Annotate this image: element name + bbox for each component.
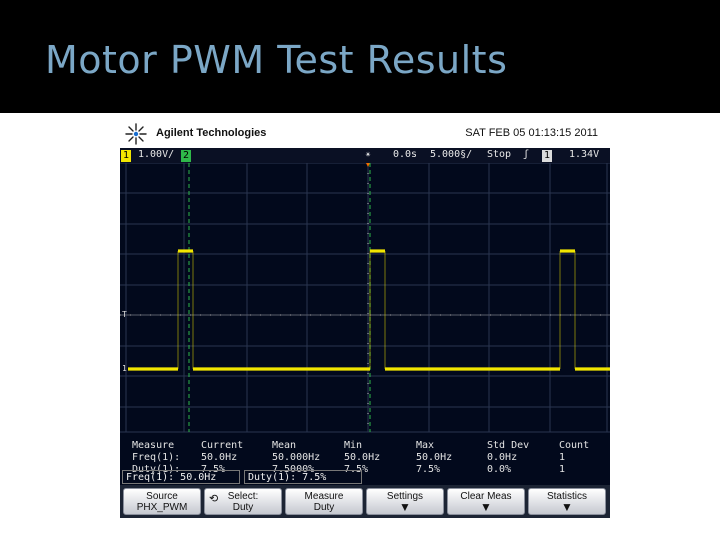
ch1-trace [128,249,610,371]
meas-duty-mean: 7.5000% [272,464,315,475]
clear-meas-softkey[interactable]: Clear Meas ▼ [447,488,525,515]
meas-duty-stddev: 0.0% [487,464,512,475]
meas-duty-max: 7.5% [416,464,441,475]
meas-freq-current: 50.0Hz [201,452,238,463]
meas-header-max: Max [416,440,435,451]
meas-duty-min: 7.5% [344,464,369,475]
ch2-ground-marker: T [122,310,127,319]
oscilloscope-screenshot: Agilent Technologies SAT FEB 05 01:13:15… [118,118,612,520]
graticule: T 1 [120,163,610,433]
meas-freq-mean: 50.000Hz [272,452,321,463]
meas-header-current: Current [201,440,244,451]
settings-softkey-label: Settings [386,491,424,502]
ch1-scale: 1.00V/ [138,149,175,160]
meas-header-mean: Mean [272,440,297,451]
submenu-arrow-icon: ▼ [399,500,411,514]
select-softkey-value: Duty [232,502,254,513]
meas-freq-stddev: 0.0Hz [487,452,518,463]
meas-header-measure: Measure [132,440,175,451]
submenu-arrow-icon: ▼ [480,500,492,514]
clear-meas-softkey-label: Clear Meas [460,491,512,502]
meas-label-duty: Duty(1): [132,464,181,475]
ch1-ground-marker: 1 [122,364,127,373]
duty-readout: Duty(1): 7.5% [244,470,362,484]
statistics-softkey-label: Statistics [546,491,587,502]
trigger-slope-icon: ʃ [523,149,530,160]
meas-header-count: Count [559,440,590,451]
measure-softkey-value: Duty [313,502,335,513]
meas-header-min: Min [344,440,363,451]
freq-readout: Freq(1): 50.0Hz [122,470,240,484]
scope-header: Agilent Technologies SAT FEB 05 01:13:15… [118,118,612,148]
trigger-delay: 0.0s [393,149,418,160]
agilent-spark-icon [125,123,147,145]
meas-header-stddev: Std Dev [487,440,530,451]
meas-duty-current: 7.5% [201,464,226,475]
measurement-table: Measure Freq(1): Duty(1): Current 50.0Hz… [120,435,610,487]
datetime: SAT FEB 05 01:13:15 2011 [465,127,598,139]
rotate-knob-icon: ⟲ [209,493,219,505]
slide-title: Motor PWM Test Results [45,38,508,82]
statistics-softkey[interactable]: Statistics ▼ [528,488,606,515]
meas-label-freq: Freq(1): [132,452,181,463]
select-softkey[interactable]: ⟲ Select: Duty [204,488,282,515]
trigger-marker [366,163,370,167]
meas-duty-count: 1 [559,464,566,475]
run-state: Stop [487,149,512,160]
timebase: 5.000§/ [430,149,473,160]
source-softkey[interactable]: Source PHX_PWM [123,488,201,515]
meas-freq-min: 50.0Hz [344,452,381,463]
meas-freq-count: 1 [559,452,566,463]
slide-title-bar: Motor PWM Test Results [0,0,720,113]
softkey-bar: Source PHX_PWM ⟲ Select: Duty Measure Du… [120,485,610,518]
measure-softkey-label: Measure [304,491,344,502]
trigger-level: 1.34V [569,149,600,160]
submenu-arrow-icon: ▼ [561,500,573,514]
source-softkey-label: Source [146,491,178,502]
settings-softkey[interactable]: Settings ▼ [366,488,444,515]
meas-freq-max: 50.0Hz [416,452,453,463]
select-softkey-label: Select: [227,491,259,502]
waveform-display: T 1 Measure Fre [120,163,610,517]
brand-name: Agilent Technologies [156,127,267,139]
status-bar: 1 1.00V/ 2 ✴ 0.0s 5.000§/ Stop ʃ 1 1.34V [120,148,610,163]
measure-softkey[interactable]: Measure Duty [285,488,363,515]
trigger-position-icon: ✴ [365,149,372,160]
source-softkey-value: PHX_PWM [136,502,188,513]
